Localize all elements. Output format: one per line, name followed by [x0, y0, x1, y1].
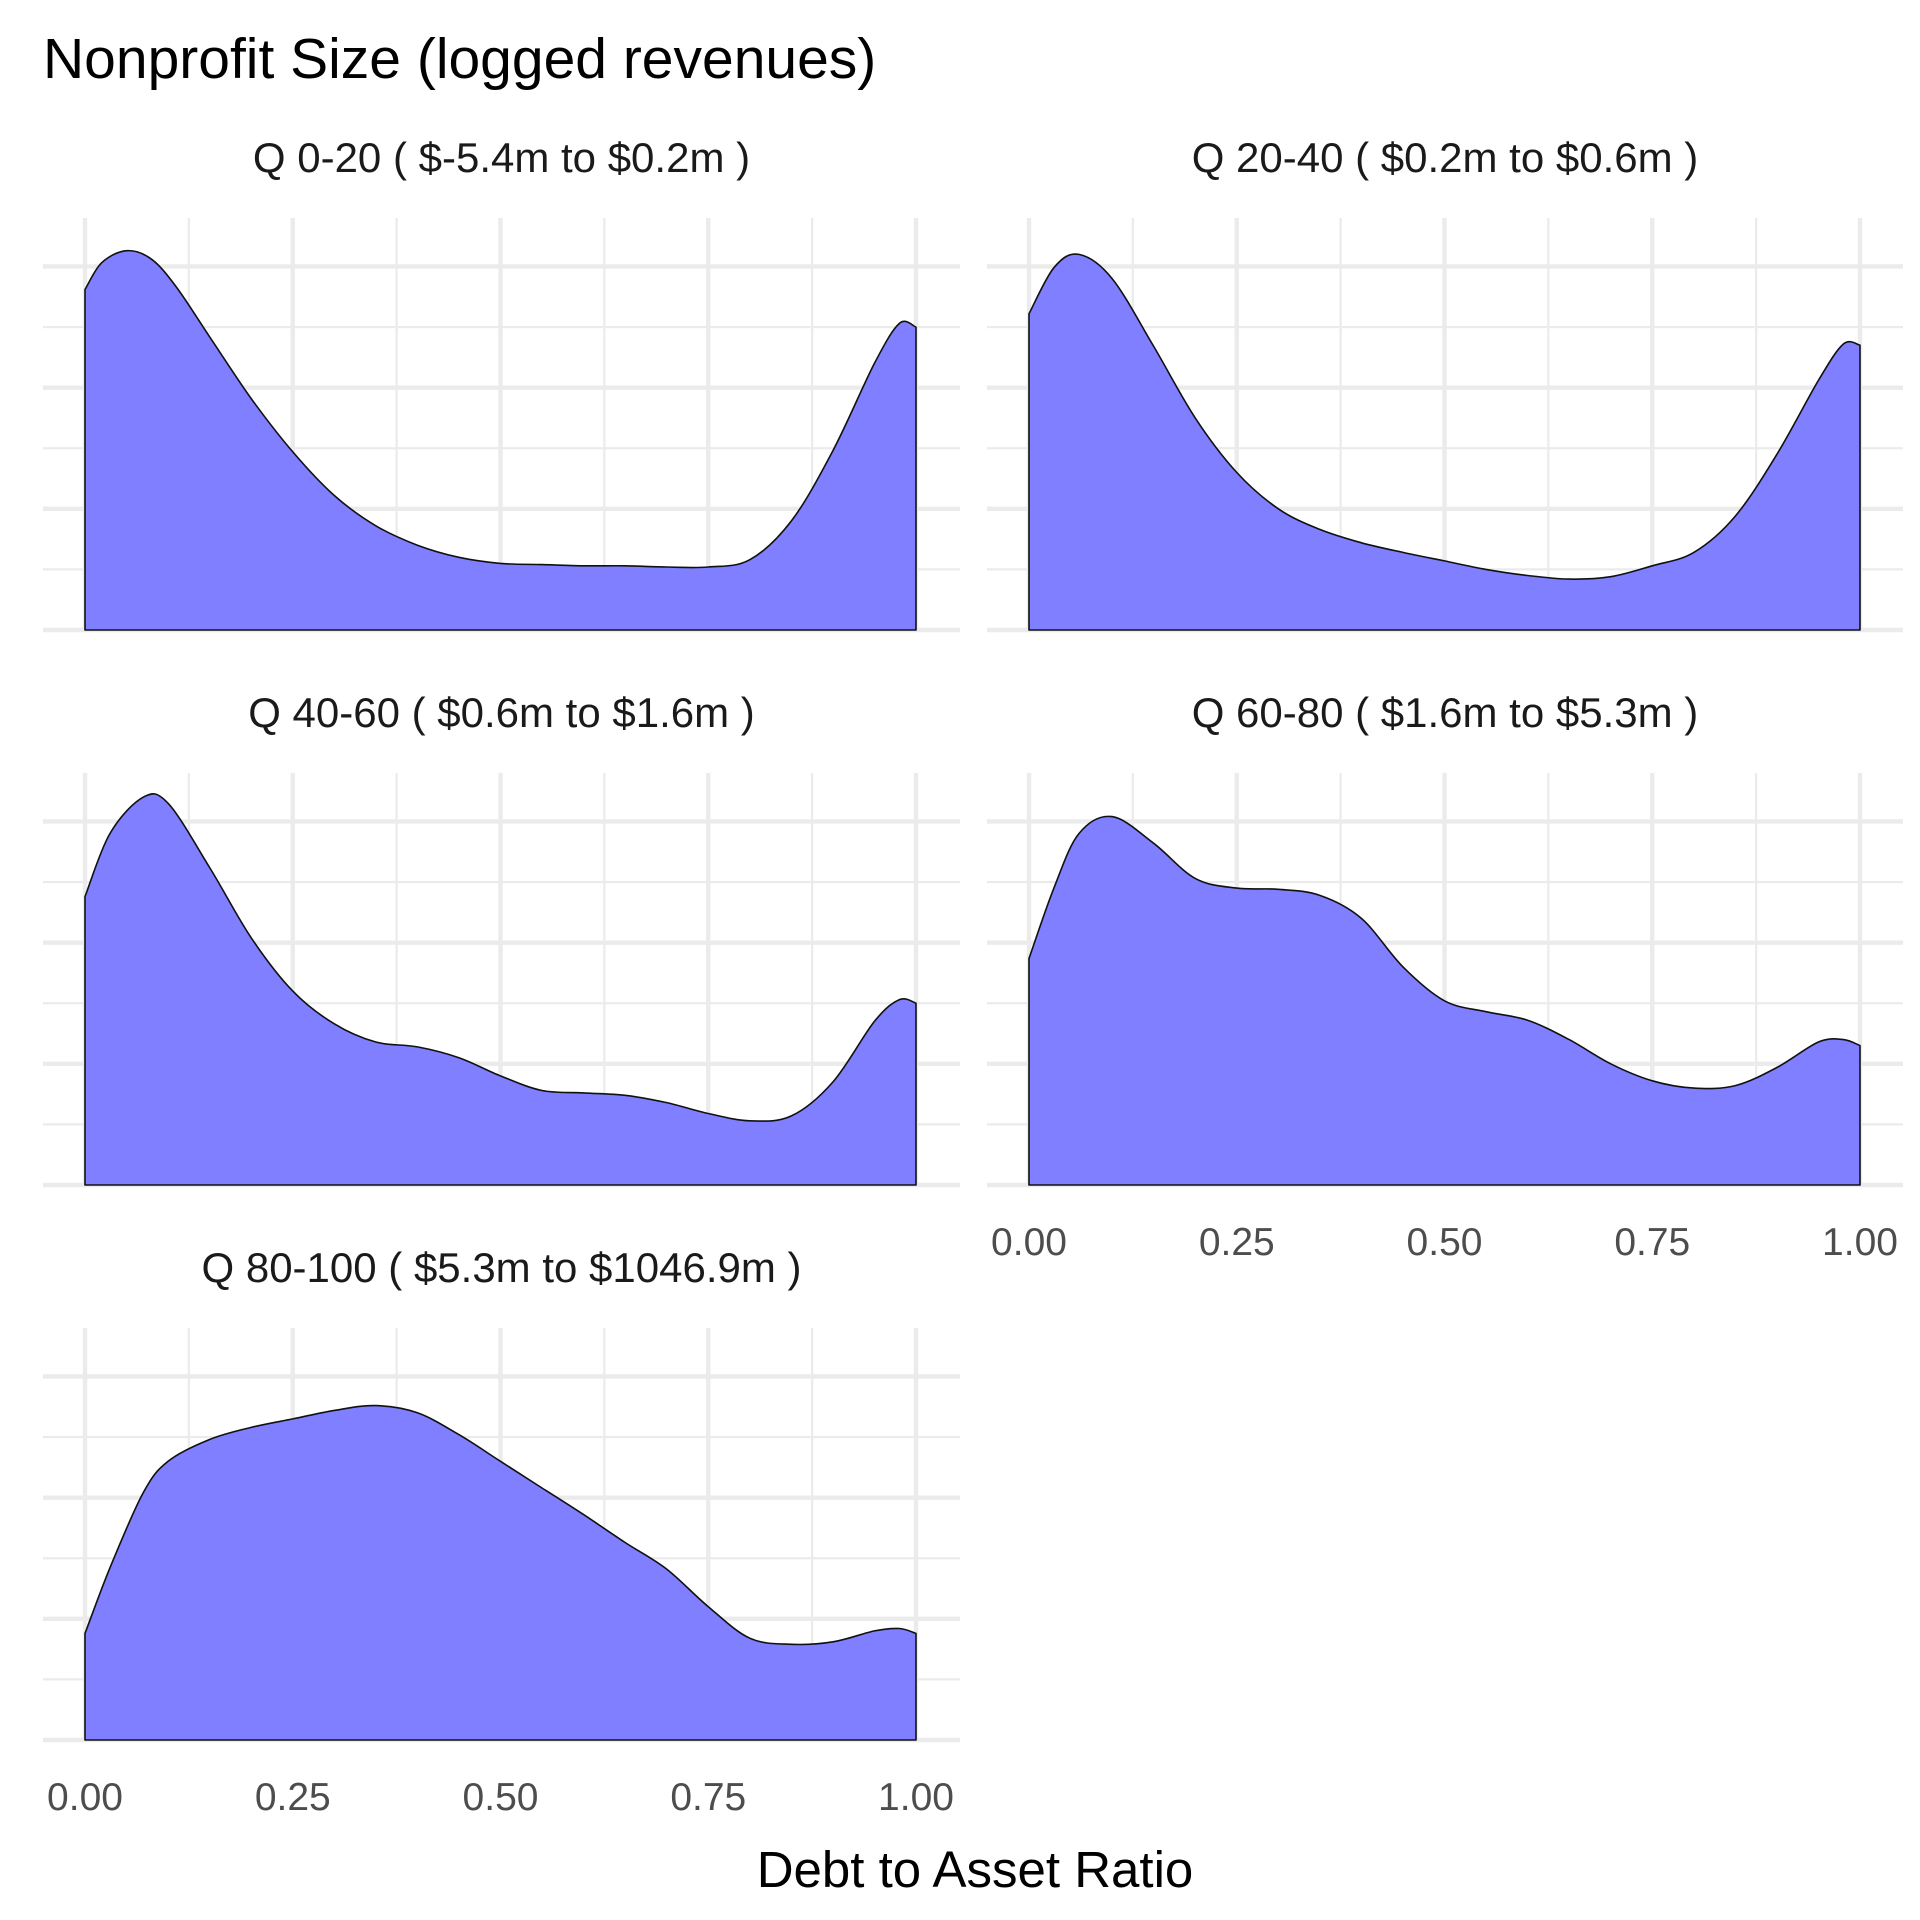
x-tick-label: 1.00: [1822, 1221, 1898, 1264]
density-area: [84, 249, 917, 631]
x-tick-label: 0.25: [255, 1776, 331, 1819]
facet-panel: Q 40-60 ( $0.6m to $1.6m ): [43, 689, 960, 1188]
facet-label: Q 80-100 ( $5.3m to $1046.9m ): [202, 1244, 802, 1291]
x-tick-label: 0.00: [47, 1776, 123, 1819]
facet-label: Q 60-80 ( $1.6m to $5.3m ): [1192, 689, 1699, 736]
x-tick-label: 0.25: [1199, 1221, 1275, 1264]
x-tick-label: 0.00: [991, 1221, 1067, 1264]
facet-panel: Q 0-20 ( $-5.4m to $0.2m ): [43, 134, 960, 633]
facet-label: Q 40-60 ( $0.6m to $1.6m ): [248, 689, 755, 736]
x-tick-label: 0.50: [463, 1776, 539, 1819]
density-area: [84, 1404, 917, 1741]
density-area: [1028, 253, 1861, 631]
facet-panel: Q 20-40 ( $0.2m to $0.6m ): [987, 134, 1903, 633]
facet-panel: Q 60-80 ( $1.6m to $5.3m ) 0.00 0.25 0.50 0.…: [987, 689, 1903, 1264]
x-tick-label: 0.75: [1614, 1221, 1690, 1264]
x-tick-label: 1.00: [878, 1776, 954, 1819]
x-axis-label: Debt to Asset Ratio: [757, 1841, 1194, 1898]
facet-panel: Q 80-100 ( $5.3m to $1046.9m ) 0.00 0.25 0.…: [43, 1244, 960, 1819]
x-tick-label: 0.75: [670, 1776, 746, 1819]
density-area: [84, 793, 917, 1186]
facet-label: Q 0-20 ( $-5.4m to $0.2m ): [253, 134, 750, 181]
x-tick-label: 0.50: [1407, 1221, 1483, 1264]
facet-label: Q 20-40 ( $0.2m to $0.6m ): [1192, 134, 1699, 181]
chart-title: Nonprofit Size (logged revenues): [43, 27, 876, 91]
panels: Q 0-20 ( $-5.4m to $0.2m ) Q 20-40 ( $0.2…: [43, 134, 1903, 1819]
density-area: [1028, 815, 1861, 1186]
